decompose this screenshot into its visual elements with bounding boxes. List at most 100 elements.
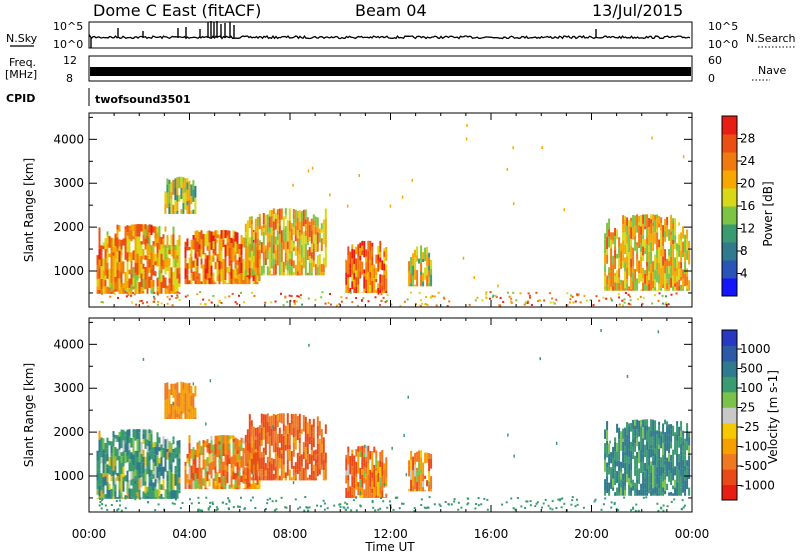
data-cell	[131, 479, 133, 485]
data-cell	[365, 262, 367, 274]
data-cell	[241, 262, 243, 273]
data-cell	[247, 249, 249, 261]
data-cell	[173, 234, 175, 247]
data-cell	[672, 229, 674, 240]
data-cell	[652, 214, 654, 222]
data-cell	[219, 445, 221, 450]
data-cell	[608, 267, 610, 272]
data-cell	[125, 286, 127, 290]
data-cell	[261, 423, 263, 428]
data-cell	[196, 293, 198, 295]
data-cell	[311, 244, 313, 253]
data-cell	[163, 239, 165, 249]
data-cell	[115, 478, 117, 485]
data-cell	[299, 255, 301, 262]
data-cell	[293, 301, 295, 303]
data-cell	[650, 472, 652, 483]
data-cell	[640, 462, 642, 473]
data-cell	[672, 244, 674, 253]
data-cell	[325, 453, 327, 464]
data-cell	[540, 357, 542, 360]
data-cell	[243, 237, 245, 247]
data-cell	[265, 427, 267, 434]
data-cell	[353, 467, 355, 476]
data-cell	[101, 450, 103, 457]
data-cell	[660, 276, 662, 287]
data-cell	[632, 272, 634, 281]
data-cell	[408, 460, 410, 465]
data-cell	[185, 462, 187, 466]
data-cell	[219, 284, 221, 285]
data-cell	[305, 227, 307, 231]
data-cell	[430, 459, 432, 469]
data-cell	[384, 483, 386, 486]
data-cell	[179, 256, 181, 267]
data-cell	[223, 487, 225, 490]
data-cell	[386, 507, 388, 509]
data-cell	[253, 295, 255, 297]
data-cell	[131, 285, 133, 292]
data-cell	[141, 274, 143, 278]
data-cell	[301, 235, 303, 245]
data-cell	[648, 460, 650, 466]
data-cell	[614, 451, 616, 460]
data-cell	[211, 244, 213, 250]
data-cell	[167, 286, 169, 289]
data-cell	[652, 456, 654, 460]
colorbar-segment	[722, 242, 737, 261]
data-cell	[624, 262, 626, 271]
data-cell	[670, 278, 672, 288]
data-cell	[287, 413, 289, 425]
data-cell	[624, 428, 626, 439]
data-cell	[315, 227, 317, 235]
data-cell	[97, 290, 99, 294]
data-cell	[340, 296, 342, 298]
data-cell	[287, 465, 289, 476]
data-cell	[113, 476, 115, 486]
data-cell	[680, 488, 682, 496]
data-cell	[630, 462, 632, 471]
data-cell	[179, 458, 181, 467]
data-cell	[123, 283, 125, 288]
data-cell	[273, 231, 275, 244]
data-cell	[307, 250, 309, 260]
data-cell	[295, 226, 297, 235]
data-cell	[474, 508, 476, 510]
data-cell	[247, 468, 249, 476]
data-cell	[129, 443, 131, 450]
data-cell	[117, 435, 119, 442]
data-cell	[243, 448, 245, 461]
data-cell	[133, 274, 135, 278]
data-cell	[237, 477, 239, 488]
data-cell	[105, 258, 107, 267]
data-cell	[190, 416, 192, 419]
data-cell	[628, 457, 630, 463]
data-cell	[157, 467, 159, 479]
data-cell	[129, 270, 131, 275]
data-cell	[219, 477, 221, 483]
data-cell	[209, 479, 211, 487]
data-cell	[289, 208, 291, 217]
data-cell	[345, 260, 347, 263]
data-cell	[125, 272, 127, 276]
data-cell	[166, 399, 168, 407]
data-cell	[149, 455, 151, 462]
data-cell	[163, 234, 165, 238]
data-cell	[618, 461, 620, 471]
data-cell	[219, 483, 221, 489]
data-cell	[363, 471, 365, 478]
data-cell	[361, 488, 363, 496]
data-cell	[271, 429, 273, 437]
data-cell	[648, 280, 650, 284]
data-cell	[365, 487, 367, 498]
data-cell	[103, 449, 105, 453]
data-cell	[219, 435, 221, 441]
data-cell	[163, 479, 165, 486]
data-cell	[652, 465, 654, 477]
data-cell	[142, 291, 144, 293]
data-cell	[660, 485, 662, 495]
data-cell	[660, 457, 662, 466]
data-cell	[404, 301, 406, 303]
data-cell	[107, 263, 109, 270]
data-cell	[219, 235, 221, 240]
